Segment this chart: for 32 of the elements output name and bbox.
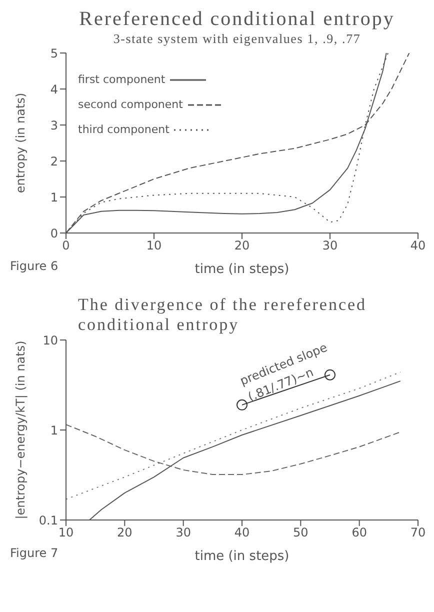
x-tick-label: 30 [176,526,191,540]
y-tick-label: 1 [50,423,58,438]
y-axis-title: |entropy−energy/kT| (in nats) [13,340,28,520]
x-axis-title: time (in steps) [194,262,290,277]
x-tick-label: 0 [62,238,70,253]
x-tick-label: 60 [352,526,367,540]
caption: Figure 6 [10,259,58,273]
y-tick-label: 5 [50,46,58,60]
legend-label: third component [78,123,170,136]
y-tick-label: 1 [50,190,58,204]
x-tick-label: 40 [234,526,250,540]
x-tick-label: 30 [322,238,338,253]
caption: Figure 7 [10,546,58,560]
y-tick-label: 0 [50,226,58,240]
x-tick-label: 40 [410,238,426,253]
chart-title: Rereferenced conditional entropy [78,8,396,31]
y-tick-label: 4 [50,82,58,96]
x-tick-label: 50 [293,526,308,540]
x-axis-title: time (in steps) [194,549,290,564]
x-tick-label: 20 [117,526,132,540]
chart-title: The divergence of the rereferenced conditional entropy [77,295,368,334]
chart-subtitle: 3-state system with eigenvalues 1, .9, .77 [112,31,362,47]
y-axis-title: entropy (in nats) [13,92,28,194]
legend-label: first component [78,73,166,86]
x-tick-label: 10 [146,238,162,253]
y-tick-label: 0.1 [38,513,58,528]
x-tick-label: 70 [410,526,426,540]
y-tick-label: 3 [50,118,58,132]
y-tick-label: 10 [42,333,58,348]
x-tick-label: 20 [234,238,250,253]
y-tick-label: 2 [50,154,58,168]
legend-label: second component [78,98,183,111]
